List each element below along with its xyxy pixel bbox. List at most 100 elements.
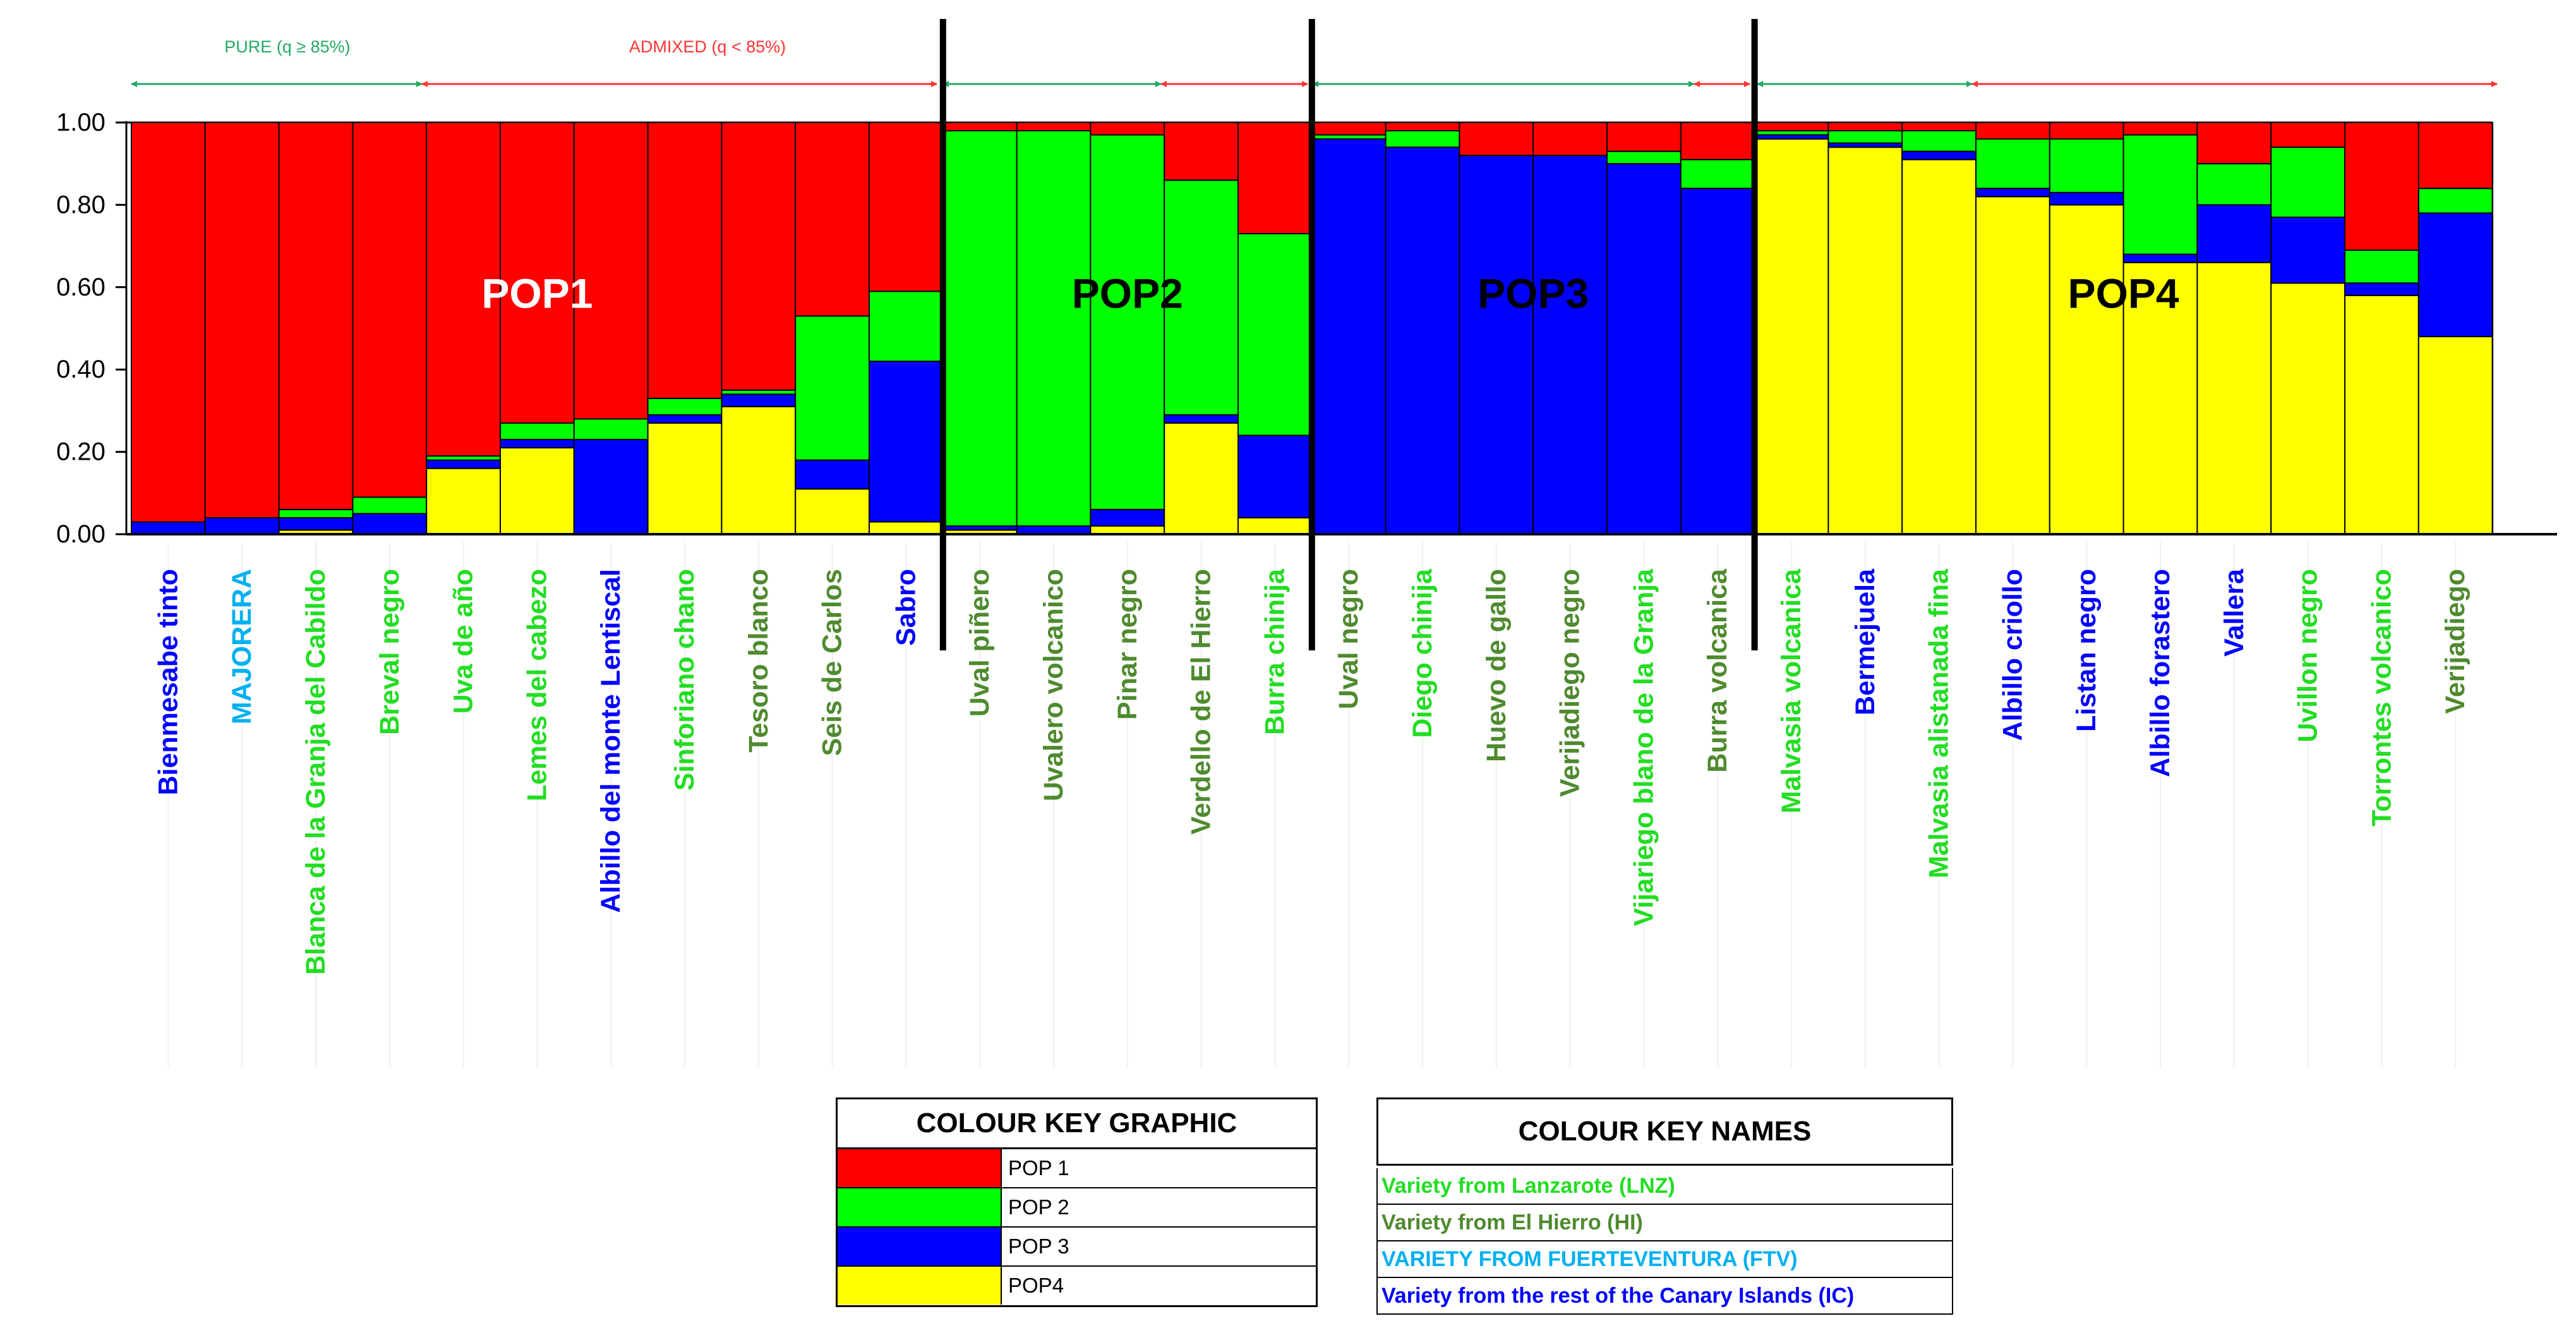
bar-segment-pop1 <box>942 122 1018 132</box>
key-name-hi: Variety from El Hierro (HI) <box>1378 1205 1952 1241</box>
bar-segment-pop3 <box>2196 204 2272 263</box>
bar-segment-pop1 <box>795 122 870 317</box>
x-tick-label: Blanca de la Granja del Cabildo <box>301 569 331 975</box>
bar-segment-pop1 <box>1532 122 1608 157</box>
bar-segment-pop1 <box>1459 122 1534 157</box>
bar-segment-pop4 <box>1827 146 1903 535</box>
x-tick-label: Verdello de El Hierro <box>1186 569 1217 835</box>
x-tick-label: Breval negro <box>375 569 405 735</box>
bar-segment-pop1 <box>1090 122 1165 136</box>
bar-segment-pop3 <box>869 361 944 523</box>
pop1-swatch <box>838 1149 1002 1187</box>
x-tick-label: Uvalero volcanico <box>1038 569 1069 801</box>
bar-segment-pop1 <box>426 122 502 457</box>
bar-segment-pop3 <box>2344 282 2419 296</box>
bar-segment-pop1 <box>1975 122 2050 140</box>
x-tick-label: Burra chinija <box>1260 568 1290 735</box>
x-tick-label: Uva de año <box>448 569 479 714</box>
pop-label-3: POP3 <box>1478 270 1589 316</box>
bar-segment-pop4 <box>2270 282 2345 535</box>
bar-segment-pop4 <box>2196 261 2272 535</box>
x-tick-label: Uval negro <box>1333 569 1364 709</box>
key-label-pop1: POP 1 <box>1008 1156 1069 1180</box>
pop-label-1: POP1 <box>481 270 593 316</box>
bar-segment-pop4 <box>2344 294 2419 535</box>
bar-segment-pop2 <box>1385 130 1460 148</box>
pop3-swatch <box>838 1228 1002 1265</box>
y-tick-label: 0.00 <box>56 520 105 548</box>
pure-annotation: PURE (q ≥ 85%) <box>224 37 350 56</box>
x-tick-label: Lemes del cabezo <box>522 569 552 801</box>
bar-segment-pop2 <box>1237 233 1313 436</box>
bar-segment-pop1 <box>2417 122 2493 189</box>
bar-segment-pop4 <box>1975 196 2050 535</box>
admixed-annotation: ADMIXED (q < 85%) <box>629 37 786 56</box>
bar-segment-pop3 <box>278 517 354 531</box>
pop-label-2: POP2 <box>1072 270 1183 316</box>
bar-segment-pop1 <box>131 122 206 523</box>
bar-segment-pop3 <box>721 393 797 407</box>
key-label-pop3: POP 3 <box>1008 1234 1069 1258</box>
bar-segment-pop3 <box>1164 414 1239 424</box>
bar-segment-pop3 <box>500 439 575 449</box>
x-tick-label: Uval piñero <box>965 569 995 717</box>
key-name-ftv: VARIETY FROM FUERTEVENTURA (FTV) <box>1378 1241 1952 1278</box>
bar-segment-pop3 <box>2049 191 2124 206</box>
bar-segment-pop1 <box>1754 122 1829 132</box>
bar-segment-pop4 <box>795 488 870 535</box>
bar-segment-pop3 <box>1090 508 1165 527</box>
bar-segment-pop2 <box>2270 146 2345 218</box>
bar-segment-pop1 <box>352 122 428 498</box>
bar-segment-pop2 <box>942 130 1018 527</box>
bar-segment-pop3 <box>573 439 649 535</box>
x-tick-label: Albillo criollo <box>1997 569 2028 741</box>
pop4-swatch <box>838 1267 1002 1305</box>
bar-segment-pop1 <box>278 122 354 510</box>
key-row-pop2: POP 2 <box>838 1188 1316 1228</box>
bar-segment-pop3 <box>2270 216 2345 284</box>
x-tick-label: MAJORERA <box>227 569 257 724</box>
bar-segment-pop4 <box>426 467 502 535</box>
bar-segment-pop4 <box>1901 158 1977 535</box>
x-tick-label: Sinforiano chano <box>670 569 700 791</box>
bar-segment-pop3 <box>352 513 428 535</box>
bar-segment-pop3 <box>1606 163 1682 535</box>
key-name-lnz: Variety from Lanzarote (LNZ) <box>1378 1168 1952 1205</box>
x-tick-label: Malvasia alistanada fina <box>1924 568 1954 878</box>
x-tick-label: Sabro <box>891 569 921 646</box>
colour-key-graphic-title: COLOUR KEY GRAPHIC <box>838 1099 1316 1149</box>
bar-segment-pop2 <box>2049 138 2124 193</box>
key-label-pop2: POP 2 <box>1008 1195 1069 1219</box>
x-tick-label: Vijariego blano de la Granja <box>1628 568 1659 926</box>
bar-segment-pop3 <box>1680 188 1755 535</box>
bar-segment-pop2 <box>1164 179 1239 415</box>
x-tick-label: Torrontes volcanico <box>2366 569 2397 827</box>
bar-segment-pop1 <box>647 122 723 399</box>
colour-key-names-title: COLOUR KEY NAMES <box>1376 1097 1953 1166</box>
key-row-pop3: POP 3 <box>838 1228 1316 1267</box>
bar-segment-pop2 <box>2344 249 2419 284</box>
bar-segment-pop4 <box>869 521 944 535</box>
bar-segment-pop3 <box>1385 146 1460 535</box>
bar-segment-pop1 <box>1901 122 1977 132</box>
bar-segment-pop1 <box>1827 122 1903 132</box>
y-tick-label: 0.80 <box>56 191 105 218</box>
x-tick-label: Pinar negro <box>1112 569 1143 720</box>
y-tick-label: 0.40 <box>56 356 105 383</box>
bar-segment-pop2 <box>869 290 944 362</box>
bar-segment-pop4 <box>500 447 575 535</box>
bar-segment-pop4 <box>1754 138 1829 535</box>
bar-segment-pop3 <box>1311 138 1387 535</box>
bar-segment-pop2 <box>1975 138 2050 189</box>
bar-segment-pop1 <box>721 122 797 391</box>
bar-segment-pop4 <box>647 422 723 535</box>
bar-segment-pop4 <box>2417 336 2493 535</box>
bar-segment-pop3 <box>1975 188 2050 198</box>
x-tick-label: Bermejuela <box>1850 568 1881 715</box>
bar-segment-pop2 <box>1016 130 1092 527</box>
x-tick-label: Uvillon negro <box>2293 569 2323 743</box>
bar-segment-pop3 <box>204 517 280 535</box>
bar-segment-pop3 <box>1459 155 1534 535</box>
bar-segment-pop3 <box>647 414 723 424</box>
x-tick-label: Burra volcanica <box>1702 568 1733 773</box>
